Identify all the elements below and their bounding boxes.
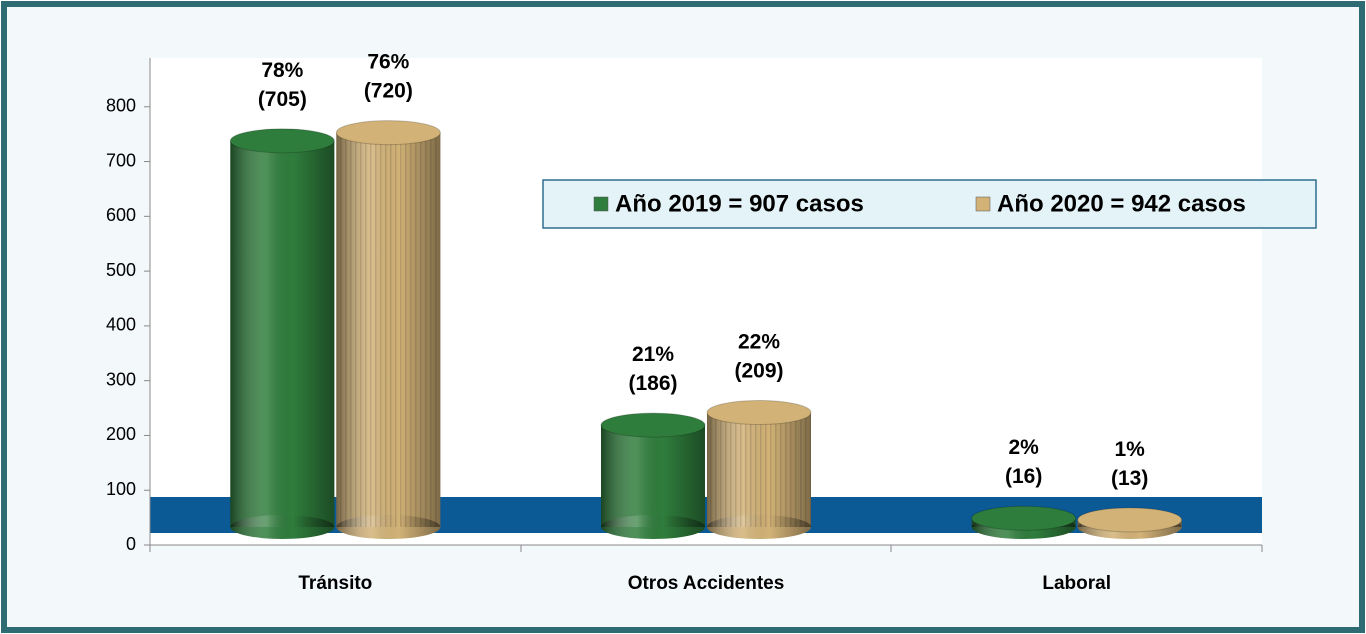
- y-tick-label: 300: [106, 369, 136, 389]
- bar-stripes: [336, 132, 441, 527]
- bar-stripes: [707, 412, 811, 527]
- y-tick-label: 200: [106, 424, 136, 444]
- cylinder: [706, 400, 812, 539]
- x-tick-label: Laboral: [1042, 573, 1111, 594]
- cylinder-top: [229, 128, 335, 154]
- cylinder: [971, 505, 1077, 539]
- bar-shade: [601, 425, 705, 527]
- y-tick-label: 800: [106, 96, 136, 116]
- cylinder-top: [1077, 507, 1183, 533]
- legend-label: Año 2019 = 907 casos: [615, 190, 864, 217]
- cylinder-top: [706, 400, 812, 426]
- cylinder: [335, 120, 441, 539]
- plot-area: [150, 58, 1262, 545]
- y-tick-label: 400: [106, 315, 136, 335]
- cylinder-top: [971, 505, 1077, 531]
- y-tick-label: 0: [126, 534, 136, 554]
- legend: [542, 179, 1317, 229]
- x-ticks: [149, 545, 1263, 552]
- x-tick-label: Otros Accidentes: [628, 573, 785, 594]
- data-label: 1% (13): [1111, 437, 1148, 489]
- data-label: 21% (186): [628, 343, 677, 395]
- cylinder: [229, 128, 335, 539]
- y-tick-label: 700: [106, 150, 136, 170]
- cylinder: [1077, 507, 1183, 539]
- y-tick-label: 100: [106, 479, 136, 499]
- data-label: 2% (16): [1005, 436, 1042, 488]
- data-label: 78% (705): [258, 58, 307, 110]
- cylinder: [600, 412, 706, 539]
- cylinder-top: [335, 120, 441, 146]
- bar-shade: [230, 140, 335, 528]
- x-tick-label: Tránsito: [298, 573, 372, 594]
- data-label: 22% (209): [734, 330, 783, 382]
- legend-swatch: [975, 196, 991, 212]
- legend-swatch: [593, 196, 609, 212]
- y-tick-label: 500: [106, 260, 136, 280]
- data-label: 76% (720): [364, 50, 413, 102]
- y-tick-label: 600: [106, 205, 136, 225]
- cylinder-top: [600, 412, 706, 438]
- floor: [150, 497, 1262, 533]
- legend-label: Año 2020 = 942 casos: [997, 190, 1246, 217]
